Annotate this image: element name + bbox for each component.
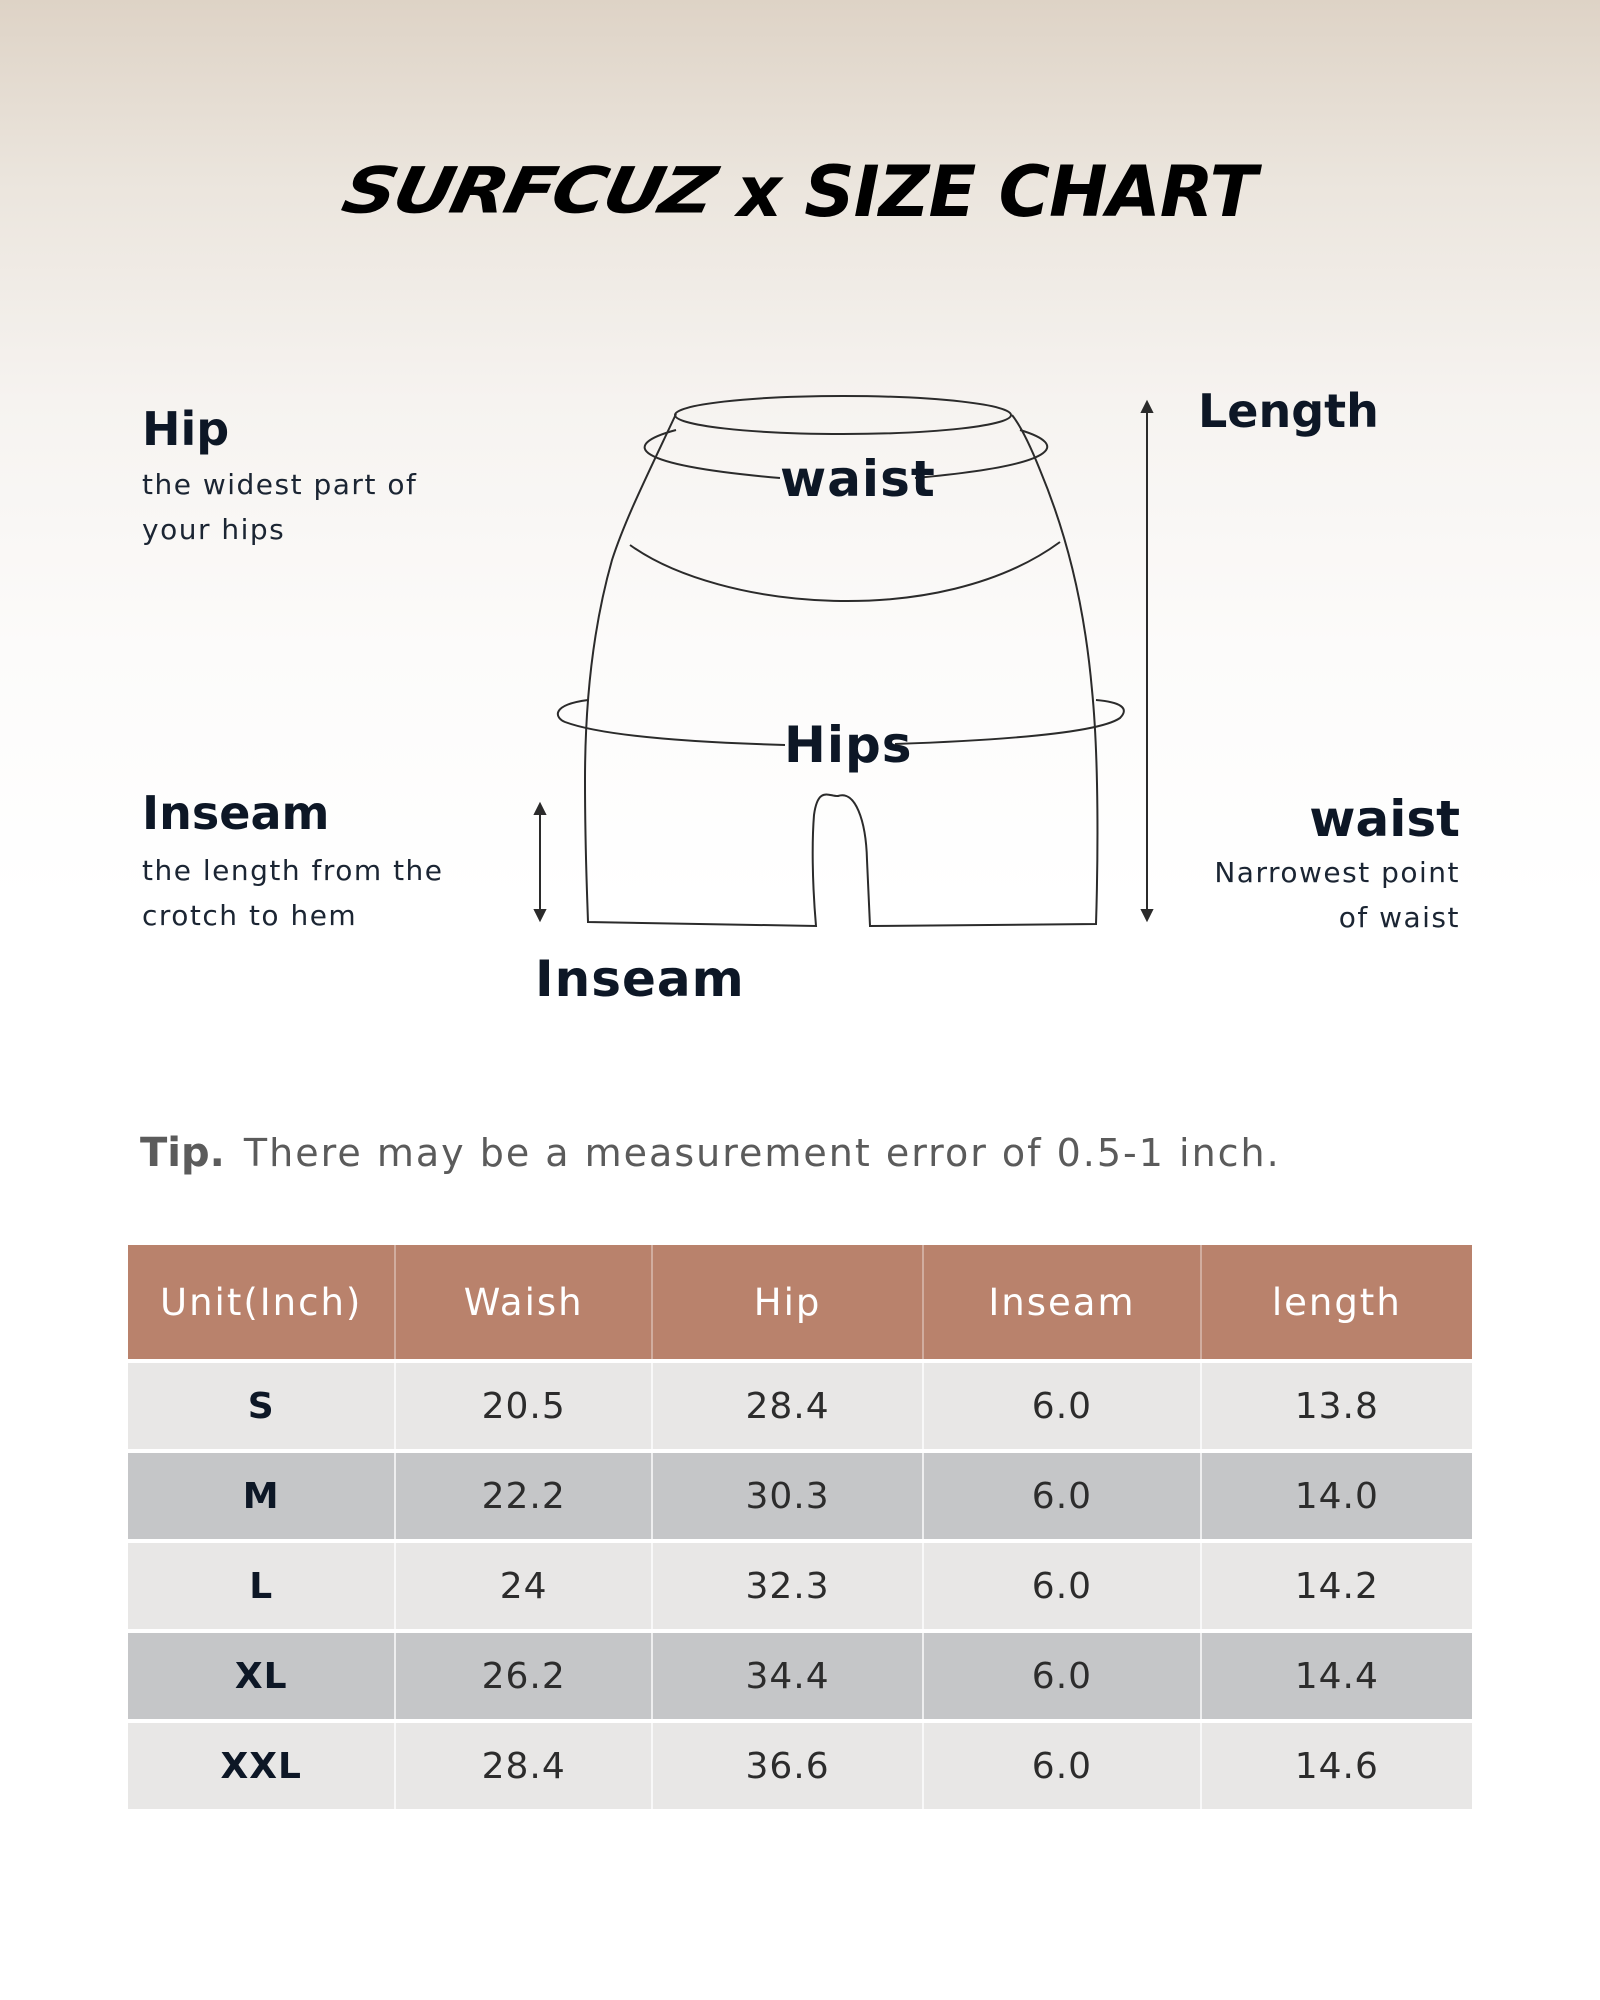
waist-cell: 24 xyxy=(396,1543,653,1629)
header-hip: Hip xyxy=(653,1245,925,1359)
waist-cell: 22.2 xyxy=(396,1453,653,1539)
table-row: L 24 32.3 6.0 14.2 xyxy=(128,1543,1472,1629)
size-table: Unit(Inch) Waish Hip Inseam length S 20.… xyxy=(128,1245,1472,1809)
length-cell: 14.4 xyxy=(1294,1655,1379,1697)
size-cell: XXL xyxy=(128,1723,397,1809)
waist-cell: 28.4 xyxy=(396,1723,653,1809)
hip-cell: 30.3 xyxy=(653,1453,925,1539)
header-length: length xyxy=(1271,1280,1402,1324)
table-header: Unit(Inch) Waish Hip Inseam length xyxy=(128,1245,1472,1359)
length-cell: 14.2 xyxy=(1294,1565,1379,1607)
table-row: XL 26.2 34.4 6.0 14.4 xyxy=(128,1633,1472,1719)
length-cell: 14.0 xyxy=(1294,1475,1379,1517)
length-cell: 14.6 xyxy=(1294,1745,1379,1787)
waist-desc-line1: Narrowest point xyxy=(1214,856,1460,889)
hip-cell: 32.3 xyxy=(653,1543,925,1629)
tip-text: There may be a measurement error of 0.5-… xyxy=(243,1131,1281,1175)
length-heading: Length xyxy=(1198,384,1379,438)
hip-heading: Hip xyxy=(142,402,230,456)
hips-measure-right xyxy=(894,699,1125,745)
table-row: S 20.5 28.4 6.0 13.8 xyxy=(128,1363,1472,1449)
hip-desc-line2: your hips xyxy=(142,513,286,546)
waist-cell: 26.2 xyxy=(396,1633,653,1719)
waistband-seam xyxy=(629,541,1061,602)
inseam-cell: 6.0 xyxy=(924,1453,1202,1539)
diagram-waist-label: waist xyxy=(780,450,936,508)
header-unit: Unit(Inch) xyxy=(128,1245,397,1359)
waist-cell: 20.5 xyxy=(396,1363,653,1449)
inseam-heading: Inseam xyxy=(142,786,330,840)
waist-label-group: waist Narrowest point of waist xyxy=(1214,790,1460,940)
diagram-hips-label: Hips xyxy=(784,716,913,774)
size-cell: XL xyxy=(128,1633,397,1719)
header-waist: Waish xyxy=(396,1245,653,1359)
table-row: M 22.2 30.3 6.0 14.0 xyxy=(128,1453,1472,1539)
hip-desc-line1: the widest part of xyxy=(142,468,418,501)
size-cell: S xyxy=(128,1363,397,1449)
tip-note: Tip. There may be a measurement error of… xyxy=(140,1130,1281,1176)
inseam-cell: 6.0 xyxy=(924,1363,1202,1449)
size-cell: M xyxy=(128,1453,397,1539)
title-text: x SIZE CHART xyxy=(736,151,1258,233)
inseam-arrow xyxy=(533,801,547,923)
hip-label-group: Hip the widest part of your hips xyxy=(142,402,417,552)
hip-cell: 34.4 xyxy=(653,1633,925,1719)
waist-measure-left xyxy=(643,429,781,479)
tip-label: Tip. xyxy=(140,1130,225,1176)
page-title: SURFCUZ x SIZE CHART xyxy=(0,148,1600,234)
shorts-outline xyxy=(583,413,1099,928)
hips-measure-left xyxy=(556,699,786,746)
diagram-inseam-label: Inseam xyxy=(535,950,745,1008)
length-arrow xyxy=(1140,399,1154,923)
hip-cell: 36.6 xyxy=(653,1723,925,1809)
waist-heading: waist xyxy=(1309,790,1460,848)
inseam-desc-line1: the length from the xyxy=(142,854,444,887)
waist-measure-right xyxy=(914,429,1049,479)
table-row: XXL 28.4 36.6 6.0 14.6 xyxy=(128,1723,1472,1809)
inseam-cell: 6.0 xyxy=(924,1543,1202,1629)
inseam-cell: 6.0 xyxy=(924,1633,1202,1719)
shorts-diagram xyxy=(533,395,1154,928)
waistband-top xyxy=(674,395,1012,435)
inseam-cell: 6.0 xyxy=(924,1723,1202,1809)
waist-desc-line2: of waist xyxy=(1338,901,1460,934)
inseam-desc-line2: crotch to hem xyxy=(142,899,358,932)
size-cell: L xyxy=(128,1543,397,1629)
length-cell: 13.8 xyxy=(1294,1385,1379,1427)
inseam-label-group: Inseam the length from the crotch to hem xyxy=(142,786,444,938)
hip-cell: 28.4 xyxy=(653,1363,925,1449)
header-inseam: Inseam xyxy=(924,1245,1202,1359)
